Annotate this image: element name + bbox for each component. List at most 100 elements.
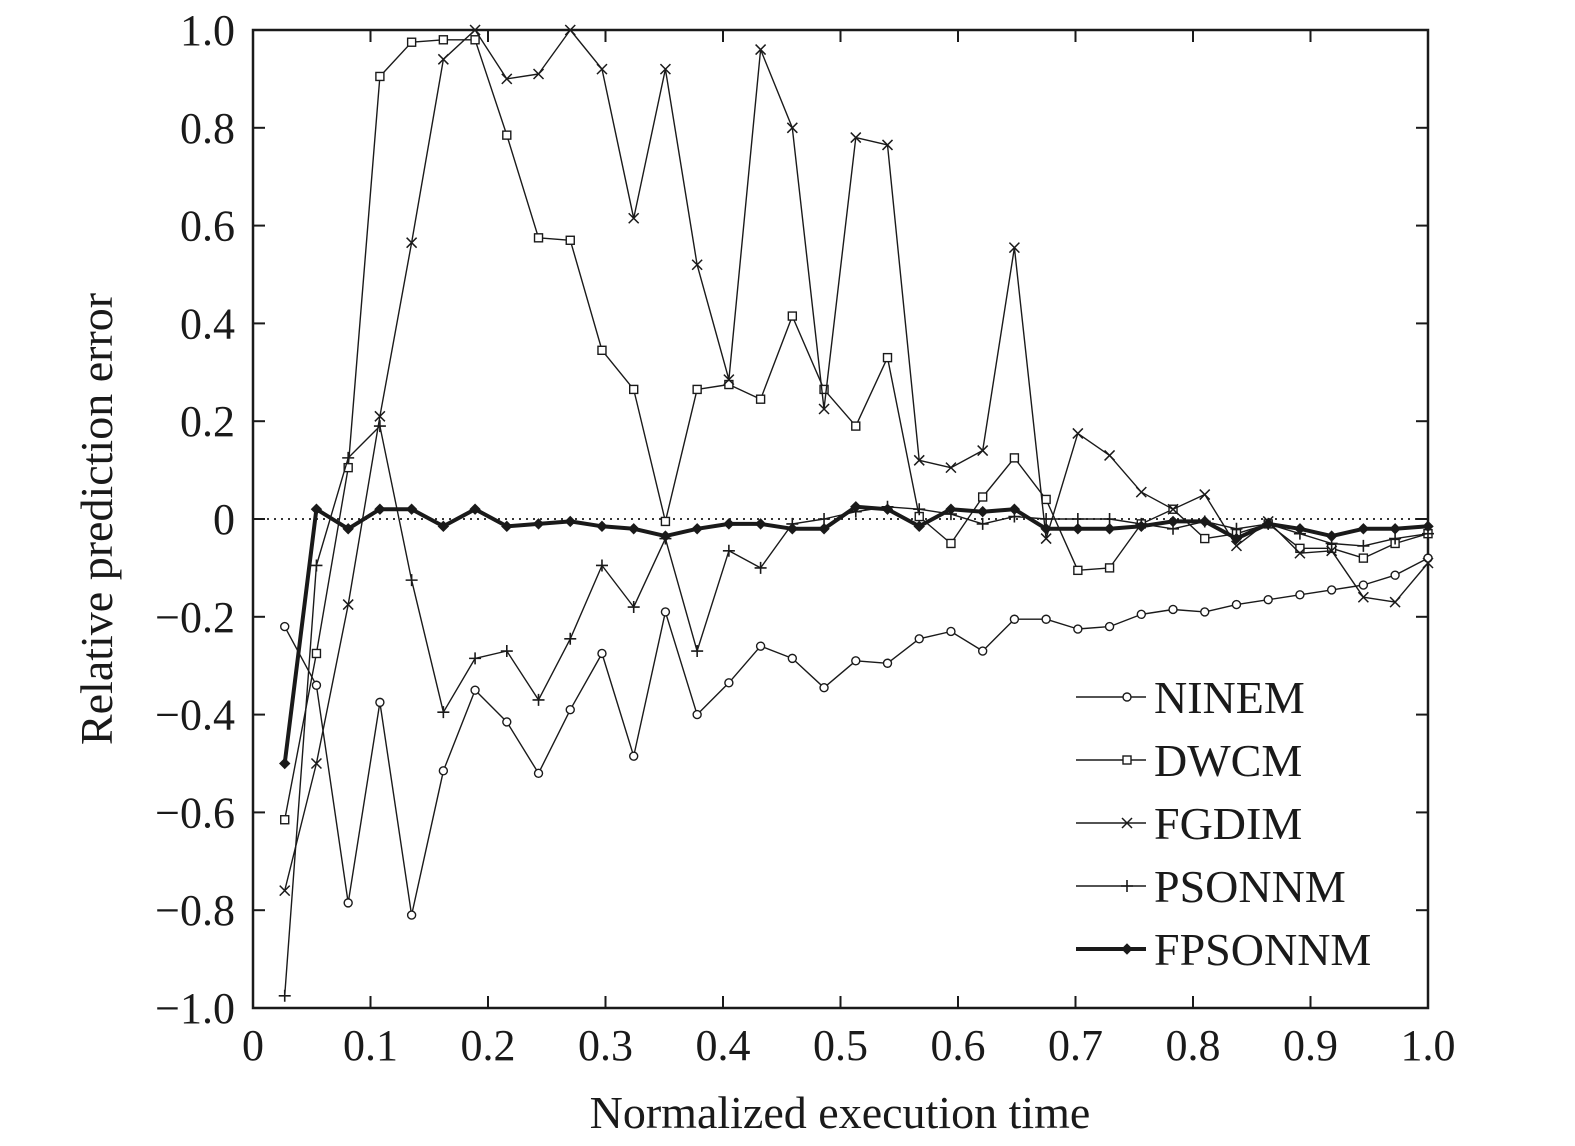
data-point [723,518,735,530]
data-point [946,626,956,637]
x-tick-label: 0.4 [696,1021,751,1070]
data-point [660,516,671,527]
legend-entry: PSONNM [1076,861,1346,912]
y-tick-label: 0.8 [180,104,235,153]
data-point [279,757,291,770]
data-point [311,680,322,690]
data-point [502,717,512,727]
data-point [1390,570,1400,580]
data-point [1072,523,1084,535]
legend-entry: FGDIM [1076,798,1302,849]
data-point [501,520,513,533]
x-tick-label: 0.1 [343,1021,398,1070]
legend-label: NINEM [1154,672,1305,723]
data-point [851,656,861,666]
data-point [1040,513,1053,525]
data-point [280,621,290,632]
data-point [627,523,640,535]
data-point [976,517,989,530]
data-point [818,403,830,415]
legend-entry: NINEM [1076,672,1305,723]
data-point [1041,494,1051,505]
y-tick-label: −0.8 [155,886,235,935]
axis-ticks [252,29,1429,1009]
data-point [1008,242,1020,254]
y-tick-label: 0.2 [180,397,235,446]
y-tick-label: −0.6 [155,788,235,837]
data-point [1422,520,1434,533]
data-point [786,523,799,535]
x-tick-label: 0.3 [578,1021,633,1070]
data-point [532,693,545,706]
data-point [1135,486,1147,498]
y-tick-label: 0.6 [180,202,235,251]
data-point [470,35,480,45]
data-point [1122,755,1132,765]
data-point [310,757,322,770]
y-tick-label: 0.4 [180,299,235,348]
data-point [1009,614,1020,624]
data-point [532,68,545,80]
data-point [1071,513,1084,525]
legend-label: PSONNM [1154,861,1346,912]
data-point [1230,522,1243,535]
data-point [564,632,577,645]
data-point [310,503,323,515]
y-axis-title: Relative prediction error [71,293,122,745]
data-point [1072,427,1084,439]
data-point [913,503,926,516]
data-point [1422,557,1434,569]
x-tick-label: 0.6 [931,1021,986,1070]
data-point [1104,449,1116,461]
data-point [913,520,925,533]
data-point [1200,533,1210,544]
legend-entry: FPSONNM [1076,924,1371,975]
data-point [405,574,418,587]
data-point [406,37,417,47]
x-tick-label: 0.7 [1048,1021,1103,1070]
legend-label: FPSONNM [1154,924,1371,975]
data-point [501,73,513,85]
data-point [1325,530,1338,542]
data-point [723,374,735,386]
data-point [564,515,576,528]
data-point [691,645,704,658]
data-point [850,132,862,144]
data-point [1200,607,1210,617]
data-point [1294,547,1306,559]
data-point [1040,533,1052,545]
data-point [881,503,894,515]
data-point [469,652,482,665]
data-point [533,233,544,243]
data-point [755,641,766,651]
data-point [787,653,798,664]
y-tick-label: 0 [213,495,235,544]
data-point [818,513,831,525]
y-tick-label: −1.0 [155,984,235,1033]
data-point [1199,515,1211,528]
data-point [406,237,418,249]
data-point [1389,532,1402,545]
data-point [375,697,385,708]
series-fgdim [279,24,1434,897]
data-point [1230,532,1243,545]
data-point [1357,523,1370,535]
data-point [1167,503,1179,515]
data-point [437,53,449,65]
data-point [977,646,988,656]
data-point [533,768,544,778]
data-point [1008,503,1021,515]
data-point [818,523,830,535]
data-point [691,259,703,271]
data-point [342,523,354,535]
data-point [565,235,575,245]
data-point [786,122,798,134]
data-point [881,139,894,151]
data-point [310,559,323,572]
data-point [628,212,640,224]
data-point [691,523,703,535]
data-point [1357,539,1370,552]
data-point [343,898,353,908]
data-point [819,683,829,693]
data-point [532,518,545,530]
